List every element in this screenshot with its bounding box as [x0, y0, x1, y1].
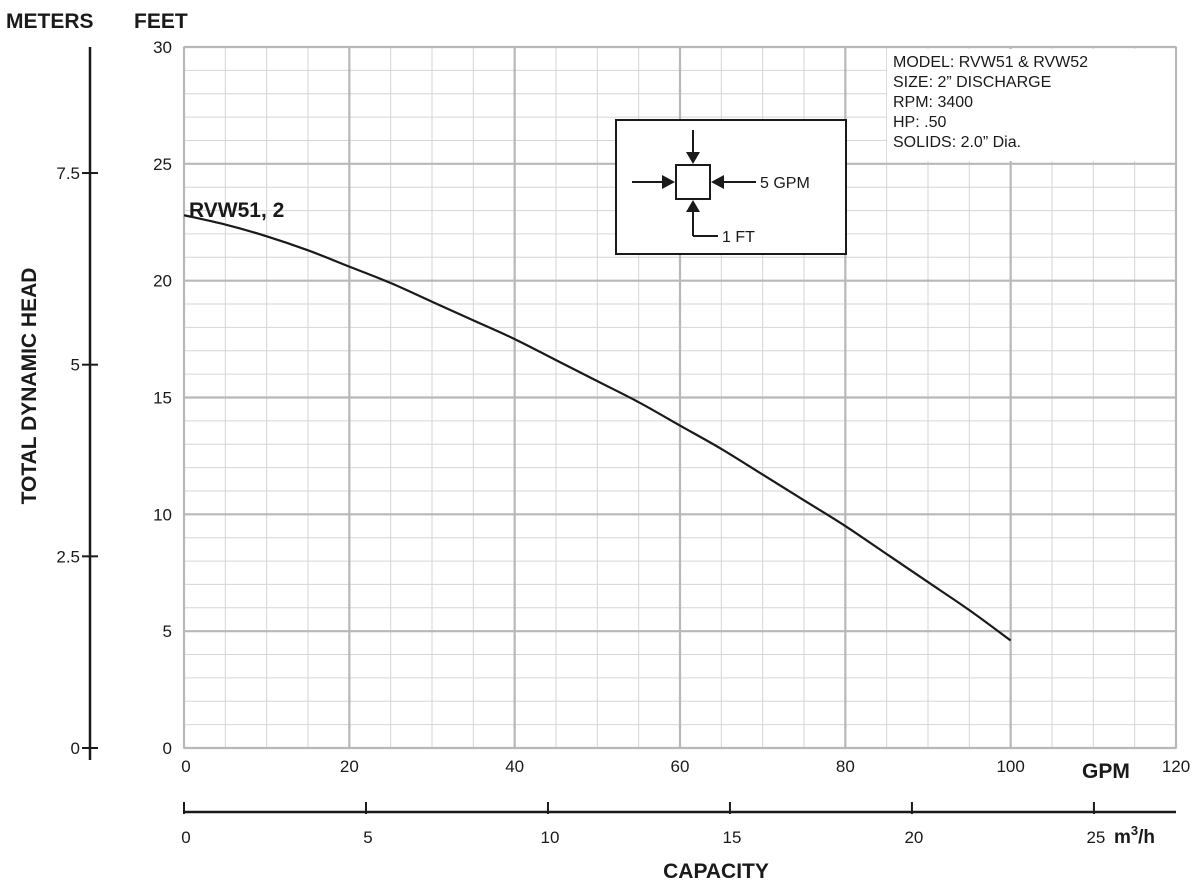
meters-axis-title: METERS: [6, 10, 94, 33]
scale-key-frame: [615, 119, 847, 255]
scale-key-ft-label: 1 FT: [722, 229, 755, 246]
feet-axis-ticks: 0 5 10 15 20 25 30: [153, 38, 172, 758]
gpm-axis-ticks: 0 20 40 60 80 100 120: [181, 757, 1190, 776]
feet-tick-label: 5: [163, 622, 172, 641]
scale-key-left-arrowhead: [662, 175, 675, 189]
feet-tick-label: 30: [153, 38, 172, 57]
scale-key-square: [675, 164, 711, 200]
y-axis-title: TOTAL DYNAMIC HEAD: [18, 268, 41, 505]
specs-box-background: [887, 49, 1175, 161]
gpm-tick-label: 0: [181, 757, 190, 776]
meters-tick-label: 7.5: [56, 164, 80, 183]
meters-tick-label: 5: [71, 356, 80, 375]
scale-key-box: 1 FT 5 GPM: [615, 119, 847, 255]
feet-axis-title: FEET: [134, 10, 188, 33]
spec-model: MODEL: RVW51 & RVW52: [893, 54, 1088, 71]
gpm-tick-label: 20: [340, 757, 359, 776]
feet-tick-label: 10: [153, 505, 172, 524]
gpm-tick-label: 60: [671, 757, 690, 776]
gpm-tick-label: 100: [996, 757, 1024, 776]
gpm-unit-label: GPM: [1082, 760, 1130, 783]
gpm-tick-label: 120: [1162, 757, 1190, 776]
series-label-rvw51: RVW51, 2: [189, 199, 284, 222]
spec-rpm: RPM: 3400: [893, 94, 973, 111]
spec-size: SIZE: 2” DISCHARGE: [893, 74, 1051, 91]
scale-key-gpm-label: 5 GPM: [760, 175, 810, 192]
m3h-tick-label: 0: [181, 828, 190, 847]
specs-block: MODEL: RVW51 & RVW52 SIZE: 2” DISCHARGE …: [893, 54, 1088, 151]
plot-frame: [183, 46, 1177, 749]
feet-tick-label: 20: [153, 272, 172, 291]
m3h-tick-label: 10: [541, 828, 560, 847]
m3h-tick-label: 5: [363, 828, 372, 847]
m3h-axis-ticks: 0 5 10 15 20 25: [181, 802, 1105, 847]
meters-axis-ticks: 0 2.5 5 7.5: [56, 164, 98, 758]
m3h-tick-label: 25: [1086, 828, 1105, 847]
m3h-unit-label: m3/h: [1114, 823, 1155, 848]
scale-key-right-arrowhead: [711, 175, 724, 189]
m3h-tick-label: 20: [904, 828, 923, 847]
spec-solids: SOLIDS: 2.0” Dia.: [893, 134, 1021, 151]
feet-tick-label: 25: [153, 155, 172, 174]
scale-key-bottom-arrowhead: [686, 200, 700, 212]
m3h-tick-label: 15: [722, 828, 741, 847]
gpm-tick-label: 80: [836, 757, 855, 776]
feet-tick-label: 0: [163, 739, 172, 758]
meters-tick-label: 2.5: [56, 547, 80, 566]
x-axis-title: CAPACITY: [663, 860, 769, 883]
gpm-tick-label: 40: [505, 757, 524, 776]
meters-tick-label: 0: [71, 739, 80, 758]
scale-key-top-arrowhead: [686, 152, 700, 164]
feet-tick-label: 15: [153, 389, 172, 408]
spec-hp: HP: .50: [893, 114, 946, 131]
series-line-rvw51: [183, 214, 1012, 642]
